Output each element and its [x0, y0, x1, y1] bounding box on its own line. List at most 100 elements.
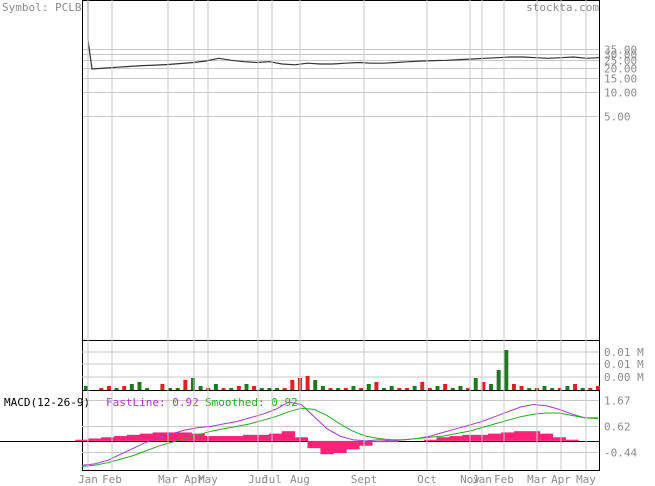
volume-bar: [565, 386, 570, 390]
month-label: May: [576, 473, 596, 486]
volume-bar: [236, 386, 241, 390]
macd-histogram-bar: [333, 440, 347, 454]
macd-histogram-bar: [243, 434, 257, 441]
macd-histogram-bar: [488, 433, 502, 441]
volume-bar: [137, 382, 142, 390]
macd-tick-label: 0.62: [604, 421, 631, 434]
macd-histogram-bar: [178, 432, 192, 441]
macd-histogram-bar: [423, 439, 437, 441]
volume-bar: [382, 388, 387, 390]
volume-bar: [343, 388, 348, 390]
volume-bar: [420, 382, 425, 390]
price-tick-label: 25.00: [604, 55, 637, 68]
macd-histogram-bar: [139, 433, 154, 441]
month-label: Feb: [494, 473, 514, 486]
macd-histogram-bar: [372, 440, 386, 443]
macd-panel: 1.67 0.62 -0.44 MACD(12-26-9) FastLine: 0.92…: [0, 390, 637, 471]
volume-bar: [573, 384, 578, 390]
month-label: Jul: [262, 473, 282, 486]
volume-bar: [114, 388, 119, 390]
volume-bar: [511, 384, 516, 390]
volume-bar: [106, 386, 111, 390]
volume-bar: [305, 376, 310, 390]
volume-bar: [84, 386, 88, 390]
volume-bar: [313, 380, 318, 390]
volume-bar: [496, 370, 501, 390]
macd-histogram-bar: [359, 440, 373, 446]
volume-bar: [374, 382, 379, 390]
volume-bar: [450, 388, 455, 390]
macd-histogram-bar: [565, 439, 579, 441]
volume-bar: [183, 380, 188, 390]
volume-bar: [542, 386, 547, 390]
macd-histogram-bar: [114, 436, 128, 441]
macd-legend-smoothed: Smoothed: 0.92: [205, 396, 298, 409]
month-label: Sept: [351, 473, 378, 486]
volume-bar: [175, 388, 180, 390]
volume-bar: [160, 384, 165, 390]
price-tick-label: 20.00: [604, 63, 637, 76]
volume-bar: [580, 388, 585, 390]
volume-bar: [481, 382, 486, 390]
volume-bar: [527, 388, 532, 390]
volume-frame: [82, 340, 600, 391]
macd-histogram-bar: [320, 440, 334, 455]
volume-bar: [244, 384, 249, 390]
volume-bar: [198, 386, 203, 390]
volume-bar: [328, 388, 333, 390]
price-tick-label: 15.00: [604, 73, 637, 86]
month-label: May: [198, 473, 218, 486]
month-label: Nov: [460, 473, 480, 486]
site-label[interactable]: stockta.com: [526, 1, 599, 14]
macd-histogram-bar: [126, 434, 141, 441]
volume-bar: [282, 388, 287, 390]
macd-histogram-bar: [88, 438, 102, 441]
volume-bar: [275, 388, 280, 390]
macd-frame: [82, 390, 600, 471]
volume-bar: [596, 386, 600, 390]
volume-bar: [122, 386, 127, 390]
macd-histogram-bar: [346, 440, 360, 450]
volume-bar: [412, 386, 417, 390]
price-tick-label: 35.00: [604, 44, 637, 57]
macd-histogram-bar: [462, 434, 476, 441]
month-label: Apr: [551, 473, 571, 486]
macd-histogram-bar: [294, 437, 308, 441]
macd-histogram-bar: [539, 433, 554, 441]
month-label: Aug: [290, 473, 310, 486]
macd-histogram-bar: [449, 436, 463, 441]
volume-bar: [435, 386, 440, 390]
month-label: Feb: [102, 473, 122, 486]
price-tick-label: 10.00: [604, 87, 637, 100]
volume-bar: [557, 388, 562, 390]
volume-tick-label: 0.01 M: [604, 346, 644, 359]
volume-bar: [190, 378, 195, 390]
month-label: Jun: [248, 473, 268, 486]
macd-histogram-bar: [152, 432, 167, 441]
macd-histogram-bar: [204, 436, 218, 441]
volume-bar: [145, 388, 150, 390]
volume-bar: [489, 384, 494, 390]
month-label: Jan: [472, 473, 492, 486]
macd-histogram-bar: [268, 433, 283, 441]
volume-bar: [504, 350, 509, 390]
month-label: Mar: [158, 473, 178, 486]
macd-histogram-bar: [384, 440, 399, 443]
volume-bar: [320, 386, 325, 390]
macd-histogram-bar: [101, 437, 115, 441]
volume-bar: [466, 388, 471, 390]
volume-bar: [473, 378, 478, 390]
macd-histogram-bar: [217, 436, 231, 441]
month-label: Oct: [417, 473, 437, 486]
price-frame: [82, 0, 600, 341]
volume-bar: [99, 388, 104, 390]
macd-histogram-bar: [307, 440, 321, 449]
volume-bar: [366, 384, 371, 390]
macd-histogram-bar: [501, 432, 515, 441]
macd-histogram-bar: [191, 433, 205, 441]
symbol-label: Symbol: PCLB: [2, 1, 82, 14]
volume-bar: [443, 384, 448, 390]
macd-legend-title: MACD(12-26-9): [4, 396, 90, 409]
